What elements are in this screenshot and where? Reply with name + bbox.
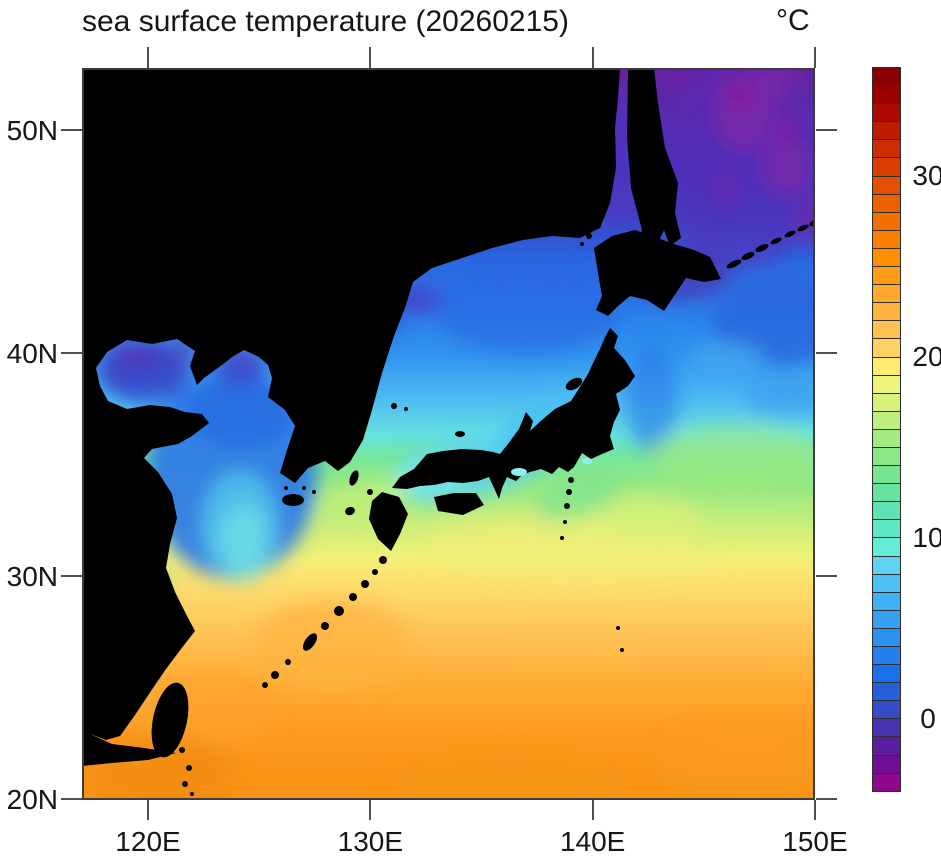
y-tick-label: 30N [6,561,58,592]
colorbar-cell [873,465,900,484]
shikoku [434,493,484,515]
colorbar-cell [873,302,900,321]
colorbar-cell [873,736,900,755]
x-tick-bottom [813,800,816,820]
y-tick-right [816,798,837,800]
colorbar-cell [873,483,900,502]
colorbar-cell [873,320,900,339]
minor-islands [179,233,624,796]
colorbar-tick-label: 10 [912,521,941,553]
colorbar-cell [873,591,900,610]
hokkaido [594,230,721,316]
colorbar-cell [873,247,900,267]
colorbar-cell [873,338,900,357]
colorbar-cell [873,501,900,520]
colorbar-cell [873,193,900,212]
colorbar-cell [873,68,900,86]
colorbar-cell [873,428,900,447]
y-tick-right [816,129,837,131]
tsushima [349,470,359,486]
colorbar-cell [873,356,900,375]
x-tick-label: 120E [115,826,181,857]
colorbar-cell [873,266,900,285]
colorbar-cell [873,519,900,538]
izu-islands [560,477,574,540]
colorbar-cell [873,157,900,176]
y-tick-label: 50N [6,115,58,146]
colorbar-cell [873,664,900,683]
colorbar-cell [873,139,900,158]
sst-map-graphic [82,58,852,814]
colorbar-cell [873,754,900,773]
colorbar-cell [873,410,900,429]
colorbar-tick-label: 30 [912,160,941,192]
colorbar-cell [873,211,900,230]
map-area [82,58,852,814]
map-frame [82,68,815,800]
colorbar-cell [873,718,900,737]
colorbar-cell [873,85,900,104]
taiwan [151,682,189,758]
oki [455,431,465,437]
colorbar-tick-label: 20 [912,341,941,373]
colorbar-cell [873,103,900,122]
colorbar-cell [873,772,900,791]
colorbar-cell [873,555,900,574]
x-tick-bottom [369,800,372,820]
colorbar-cell [873,446,900,466]
x-tick-top [147,47,149,68]
sado [565,377,583,391]
colorbar-cell [873,175,900,194]
coastal-bays [511,458,592,476]
colorbar-cell [873,229,900,248]
colorbar-units-label: °C [776,4,810,37]
colorbar-cell [873,646,900,665]
asia-mainland-with-korea [82,68,620,766]
colorbar-cell [873,537,900,556]
colorbar-tick-label: 0 [920,702,936,734]
x-tick-label: 130E [337,826,404,857]
y-tick-label: 40N [6,338,58,369]
colorbar-cell [873,121,900,140]
y-tick-left [61,798,82,800]
jeju [282,494,304,506]
colorbar-cell [873,700,900,719]
y-tick-label: 20N [6,784,58,815]
colorbar-cell [873,392,900,411]
y-tick-right [816,575,837,577]
x-tick-label: 150E [782,826,848,857]
x-tick-top [369,47,372,68]
colorbar-cell [873,627,900,646]
colorbar-cell [873,374,900,393]
plot-title: sea surface temperature (20260215) [82,5,569,38]
kuril-islands [726,219,819,269]
colorbar-cell [873,682,900,701]
y-tick-left [61,575,82,577]
kyushu [369,492,408,551]
colorbar-cell [873,573,900,592]
ryukyu-islands [262,556,387,688]
y-tick-left [61,129,82,131]
y-tick-right [816,352,837,354]
colorbar-cell [873,609,900,628]
honshu [392,328,635,499]
x-tick-top [813,47,816,68]
y-tick-left [61,352,82,354]
x-tick-label: 140E [559,826,626,857]
x-tick-top [591,47,594,68]
land-layer [82,68,819,796]
sakhalin [627,68,681,266]
x-tick-bottom [147,800,149,820]
x-tick-bottom [591,800,594,820]
colorbar [872,67,901,792]
colorbar-cell [873,284,900,303]
